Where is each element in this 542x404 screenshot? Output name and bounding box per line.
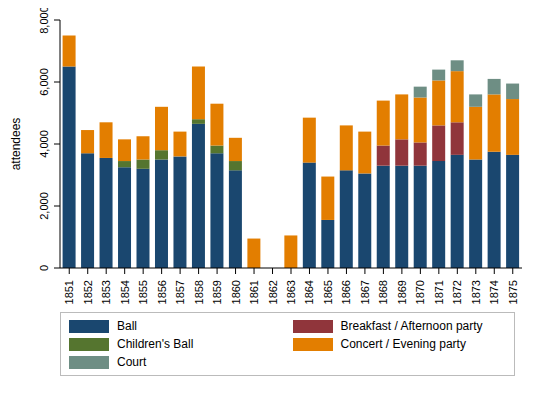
svg-text:1851: 1851: [63, 280, 75, 304]
html-text:Court: Court: [117, 355, 147, 369]
svg-text:1863: 1863: [285, 280, 297, 304]
svg-text:1857: 1857: [174, 280, 186, 304]
svg-text:1856: 1856: [156, 280, 168, 304]
svg-text:1867: 1867: [359, 280, 371, 304]
svg-text:1859: 1859: [211, 280, 223, 304]
html-text:Breakfast / Afternoon party: Breakfast / Afternoon party: [340, 319, 483, 333]
svg-text:1871: 1871: [433, 280, 445, 304]
svg-text:1875: 1875: [507, 280, 519, 304]
svg-text:1868: 1868: [377, 280, 389, 304]
svg-text:1862: 1862: [267, 280, 279, 304]
svg-text:4,000: 4,000: [38, 130, 50, 158]
svg-text:1870: 1870: [414, 280, 426, 304]
svg-text:1860: 1860: [230, 280, 242, 304]
svg-text:1854: 1854: [119, 280, 131, 304]
svg-text:0: 0: [38, 265, 50, 271]
svg-text:attendees: attendees: [9, 118, 23, 171]
html-text:Children's Ball: Children's Ball: [117, 337, 194, 351]
svg-text:8,000: 8,000: [38, 8, 50, 34]
svg-text:1861: 1861: [248, 280, 260, 304]
svg-text:1864: 1864: [303, 280, 315, 304]
html-text:Concert / Evening party: Concert / Evening party: [340, 337, 466, 351]
svg-text:1858: 1858: [193, 280, 205, 304]
svg-text:1852: 1852: [82, 280, 94, 304]
svg-text:1869: 1869: [396, 280, 408, 304]
html-text:Ball: Ball: [117, 319, 137, 333]
svg-text:1872: 1872: [451, 280, 463, 304]
svg-text:1865: 1865: [322, 280, 334, 304]
svg-text:1873: 1873: [470, 280, 482, 304]
svg-text:2,000: 2,000: [38, 192, 50, 220]
svg-text:1874: 1874: [488, 280, 500, 304]
svg-text:1853: 1853: [100, 280, 112, 304]
svg-text:6,000: 6,000: [38, 68, 50, 96]
svg-text:1866: 1866: [340, 280, 352, 304]
svg-text:1855: 1855: [137, 280, 149, 304]
